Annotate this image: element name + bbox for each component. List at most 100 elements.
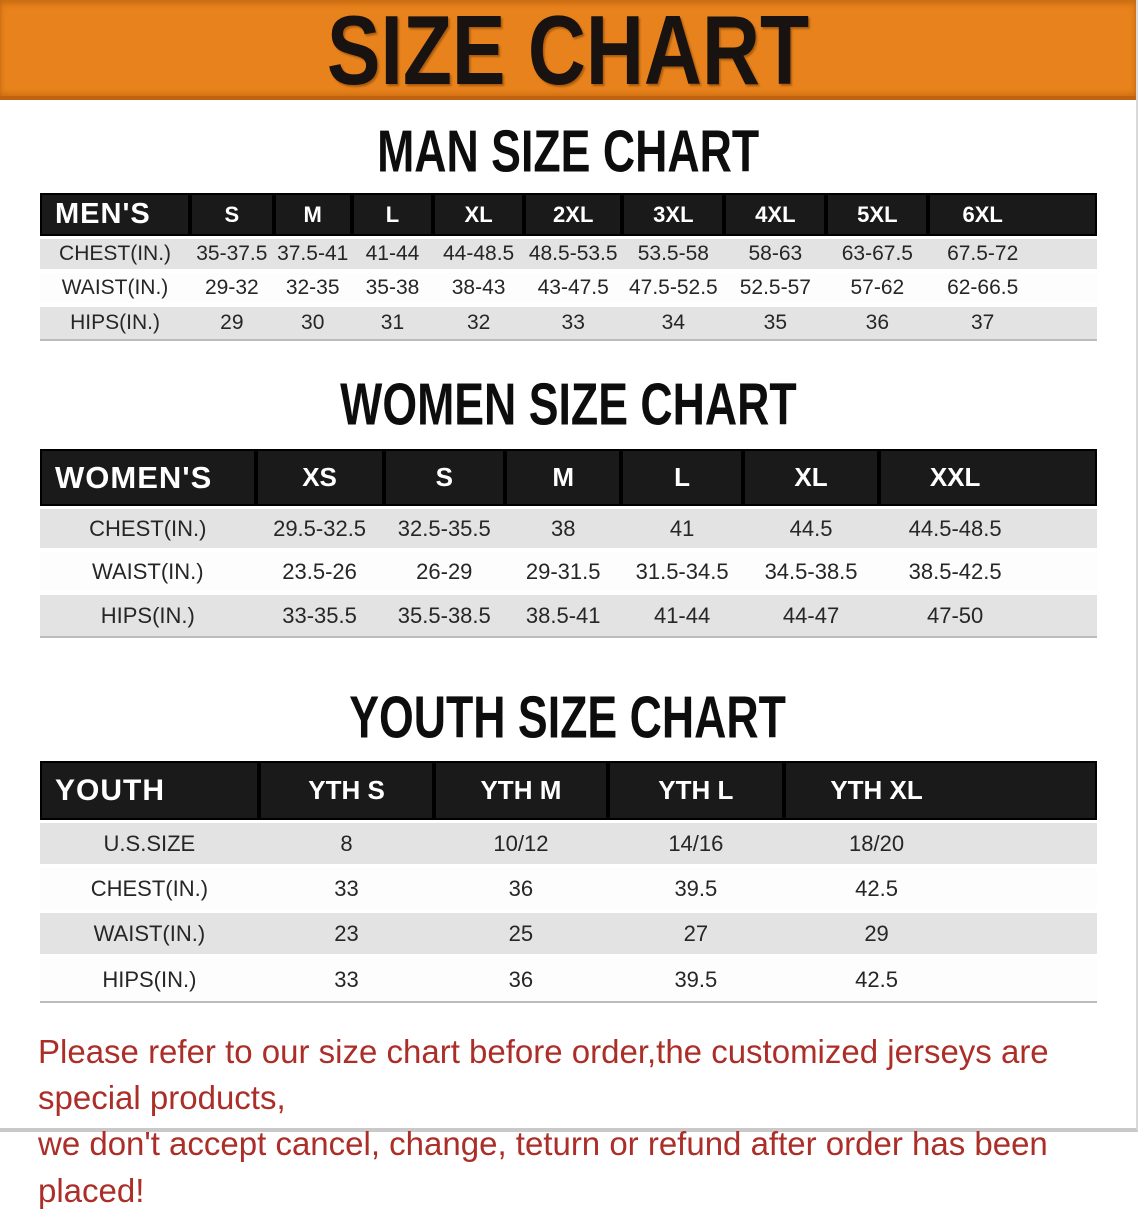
measurement-row: CHEST(IN.) 29.5-32.5 32.5-35.5 38 41 44.5 44.5… — [40, 509, 1097, 552]
size-header-cell: M — [505, 449, 622, 509]
size-header-cell: 2XL — [524, 193, 623, 239]
value-cell: 38.5-41 — [505, 595, 622, 638]
measurement-row: CHEST(IN.) 33 36 39.5 42.5 — [40, 868, 1097, 913]
value-cell: 44-47 — [742, 595, 880, 638]
men-size-table: MEN'S S M L XL 2XL 3XL 4XL 5XL 6XL CHEST(IN.) 35-37… — [40, 193, 1097, 341]
size-header-cell: L — [351, 193, 434, 239]
size-header-cell: XS — [255, 449, 384, 509]
value-cell: 47-50 — [879, 595, 1097, 638]
row-label: CHEST(IN.) — [40, 509, 256, 552]
value-cell: 10/12 — [434, 823, 608, 868]
value-cell: 44-48.5 — [433, 239, 525, 273]
row-label: CHEST(IN.) — [40, 868, 259, 913]
value-cell: 44.5 — [742, 509, 880, 552]
women-size-table: WOMEN'S XS S M L XL XXL CHEST(IN.) 29.5-32.5 32.5… — [40, 449, 1097, 638]
size-header-cell: L — [621, 449, 743, 509]
measurement-row: U.S.SIZE 8 10/12 14/16 18/20 — [40, 823, 1097, 868]
value-cell: 62-66.5 — [928, 273, 1097, 307]
table-header-row: WOMEN'S XS S M L XL XXL — [40, 449, 1097, 509]
value-cell: 31 — [351, 307, 434, 341]
table-header-row: YOUTH YTH S YTH M YTH L YTH XL — [40, 761, 1097, 823]
disclaimer-note: Please refer to our size chart before or… — [0, 1029, 1136, 1214]
value-cell: 35 — [724, 307, 827, 341]
value-cell: 27 — [607, 913, 785, 958]
value-cell: 41-44 — [351, 239, 434, 273]
value-cell: 47.5-52.5 — [622, 273, 725, 307]
value-cell: 39.5 — [607, 958, 785, 1003]
value-cell: 39.5 — [607, 868, 785, 913]
value-cell: 32-35 — [273, 273, 352, 307]
row-label: U.S.SIZE — [40, 823, 259, 868]
size-header-cell: YTH XL — [784, 761, 1097, 823]
size-header-cell: S — [190, 193, 274, 239]
value-cell: 34.5-38.5 — [742, 552, 880, 595]
women-section-title: WOMEN SIZE CHART — [0, 374, 1136, 436]
value-cell: 33 — [258, 868, 435, 913]
value-cell: 53.5-58 — [622, 239, 725, 273]
measurement-row: HIPS(IN.) 33-35.5 35.5-38.5 38.5-41 41-44 44-… — [40, 595, 1097, 638]
value-cell: 23.5-26 — [255, 552, 384, 595]
youth-section-title: YOUTH SIZE CHART — [0, 684, 1136, 751]
table-title-cell: YOUTH — [40, 761, 259, 823]
value-cell: 38-43 — [433, 273, 525, 307]
value-cell: 48.5-53.5 — [524, 239, 623, 273]
men-section-title-text: MAN SIZE CHART — [376, 118, 760, 185]
value-cell: 33 — [524, 307, 623, 341]
value-cell: 36 — [434, 958, 608, 1003]
value-cell: 29-32 — [190, 273, 274, 307]
row-label: HIPS(IN.) — [40, 958, 259, 1003]
youth-size-table: YOUTH YTH S YTH M YTH L YTH XL U.S.SIZE 8 10/12… — [40, 761, 1097, 1003]
size-header-cell: 6XL — [928, 193, 1097, 239]
value-cell: 63-67.5 — [826, 239, 929, 273]
value-cell: 35-38 — [351, 273, 434, 307]
measurement-row: HIPS(IN.) 29 30 31 32 33 34 35 36 37 — [40, 307, 1097, 341]
value-cell: 29 — [190, 307, 274, 341]
value-cell: 35.5-38.5 — [383, 595, 506, 638]
size-header-cell: XXL — [879, 449, 1097, 509]
value-cell: 57-62 — [826, 273, 929, 307]
measurement-row: HIPS(IN.) 33 36 39.5 42.5 — [40, 958, 1097, 1003]
size-header-cell: YTH L — [607, 761, 785, 823]
table-title-cell: WOMEN'S — [40, 449, 256, 509]
value-cell: 41 — [621, 509, 743, 552]
value-cell: 26-29 — [383, 552, 506, 595]
value-cell: 18/20 — [784, 823, 1097, 868]
value-cell: 23 — [258, 913, 435, 958]
value-cell: 31.5-34.5 — [621, 552, 743, 595]
size-header-cell: M — [273, 193, 352, 239]
value-cell: 43-47.5 — [524, 273, 623, 307]
row-label: HIPS(IN.) — [40, 307, 191, 341]
value-cell: 38 — [505, 509, 622, 552]
banner-title: SIZE CHART — [326, 0, 810, 105]
size-header-cell: YTH S — [258, 761, 435, 823]
size-header-cell: XL — [742, 449, 880, 509]
table-title-cell: MEN'S — [40, 193, 191, 239]
measurement-row: WAIST(IN.) 29-32 32-35 35-38 38-43 43-47.5 47.… — [40, 273, 1097, 307]
value-cell: 41-44 — [621, 595, 743, 638]
disclaimer-line-1: Please refer to our size chart before or… — [38, 1033, 1049, 1117]
size-header-cell: 4XL — [724, 193, 827, 239]
value-cell: 32.5-35.5 — [383, 509, 506, 552]
value-cell: 29 — [784, 913, 1097, 958]
size-header-cell: XL — [433, 193, 525, 239]
size-header-cell: 3XL — [622, 193, 725, 239]
value-cell: 29-31.5 — [505, 552, 622, 595]
value-cell: 8 — [258, 823, 435, 868]
value-cell: 42.5 — [784, 868, 1097, 913]
value-cell: 38.5-42.5 — [879, 552, 1097, 595]
value-cell: 34 — [622, 307, 725, 341]
value-cell: 32 — [433, 307, 525, 341]
value-cell: 36 — [826, 307, 929, 341]
value-cell: 44.5-48.5 — [879, 509, 1097, 552]
value-cell: 33 — [258, 958, 435, 1003]
value-cell: 14/16 — [607, 823, 785, 868]
value-cell: 67.5-72 — [928, 239, 1097, 273]
measurement-row: CHEST(IN.) 35-37.5 37.5-41 41-44 44-48.5 48.5… — [40, 239, 1097, 273]
row-label: WAIST(IN.) — [40, 913, 259, 958]
youth-section-title-text: YOUTH SIZE CHART — [349, 684, 787, 751]
value-cell: 30 — [273, 307, 352, 341]
row-label: WAIST(IN.) — [40, 552, 256, 595]
value-cell: 36 — [434, 868, 608, 913]
value-cell: 37.5-41 — [273, 239, 352, 273]
value-cell: 58-63 — [724, 239, 827, 273]
